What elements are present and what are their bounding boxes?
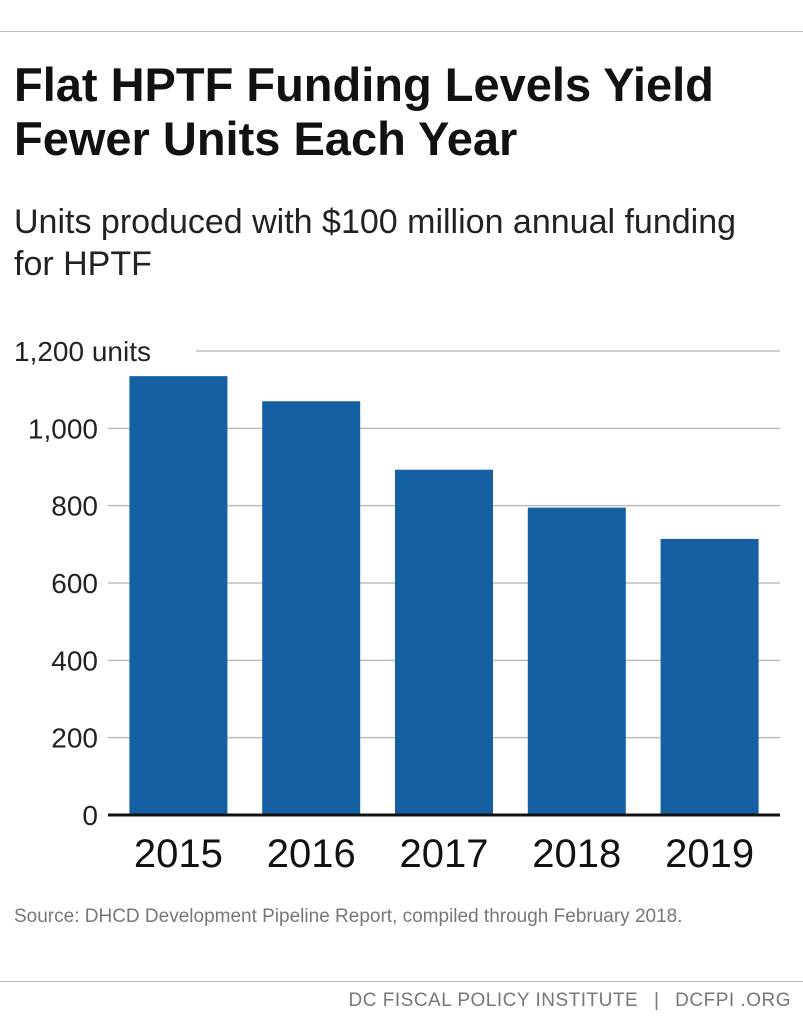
x-axis-category-labels: 2015 2016 2017 2018 2019 (134, 832, 754, 876)
footer-site: DCFPI .ORG (675, 990, 791, 1011)
y-tick-label: 1,200 units (14, 336, 151, 367)
x-tick-label: 2015 (134, 832, 223, 876)
bar-2019 (660, 538, 759, 815)
y-tick-label: 400 (51, 645, 98, 676)
y-tick-label: 800 (51, 491, 98, 522)
chart-title: Flat HPTF Funding Levels Yield Fewer Uni… (14, 58, 714, 165)
x-tick-label: 2019 (665, 832, 754, 876)
y-axis-tick-labels: 0 200 400 600 800 1,000 1,200 units (14, 336, 151, 831)
x-tick-label: 2017 (400, 832, 489, 876)
y-tick-label: 200 (51, 723, 98, 754)
bar-2017 (395, 469, 493, 815)
x-tick-label: 2016 (267, 832, 356, 876)
x-tick-label: 2018 (532, 832, 621, 876)
y-tick-label: 1,000 (28, 413, 98, 444)
footer-separator: | (653, 990, 660, 1011)
bottom-divider (0, 981, 803, 982)
bar-2015 (129, 376, 228, 815)
y-tick-label: 0 (82, 800, 98, 831)
source-note: Source: DHCD Development Pipeline Report… (14, 906, 683, 927)
bars (129, 376, 759, 815)
chart-subtitle: Units produced with $100 million annual … (14, 203, 737, 283)
top-divider (0, 31, 803, 32)
y-tick-label: 600 (51, 568, 98, 599)
footer-credit: DC FISCAL POLICY INSTITUTE | DCFPI .ORG (349, 990, 791, 1012)
bar-2018 (527, 507, 626, 815)
footer-org: DC FISCAL POLICY INSTITUTE (348, 990, 639, 1011)
bar-2016 (262, 401, 361, 815)
